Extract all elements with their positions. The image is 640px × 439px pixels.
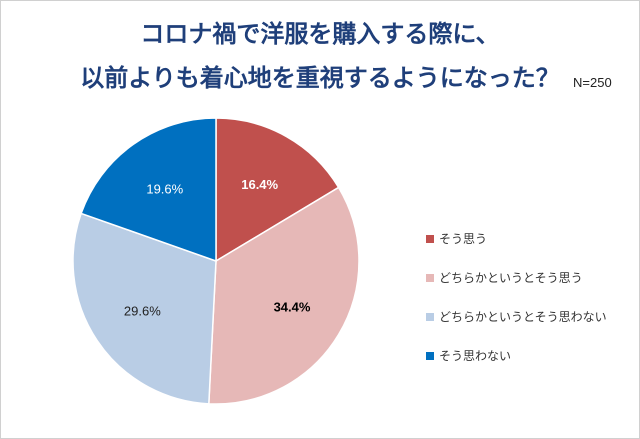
legend-item-2: どちらかというとそう思わない <box>426 308 607 328</box>
pie-data-label-1: 34.4% <box>274 300 311 315</box>
legend-swatch-3 <box>426 351 434 360</box>
legend-swatch-0 <box>426 234 434 243</box>
pie-data-label-3: 19.6% <box>146 182 183 197</box>
legend-label-2: どちらかというとそう思わない <box>439 310 607 324</box>
pie-data-label-2: 29.6% <box>124 303 161 318</box>
pie-slice-1 <box>208 186 360 405</box>
legend: そう思う どちらかというとそう思う どちらかというとそう思わない そう思わない <box>426 230 607 386</box>
legend-item-0: そう思う <box>426 230 607 250</box>
chart-title-line-1: コロナ禍で洋服を購入する際に、 <box>140 20 500 48</box>
legend-swatch-2 <box>426 312 434 321</box>
sample-size-label: N=250 <box>573 75 612 90</box>
legend-item-1: どちらかというとそう思う <box>426 269 607 289</box>
pie-data-label-0: 16.4% <box>241 177 278 192</box>
pie-slice-2 <box>72 212 217 405</box>
legend-label-0: そう思う <box>439 232 488 246</box>
legend-swatch-1 <box>426 273 434 282</box>
legend-item-3: そう思わない <box>426 347 607 367</box>
legend-label-1: どちらかというとそう思う <box>439 271 583 285</box>
chart-title-line-2: 以前よりも着心地を重視するようになった？ <box>80 64 560 92</box>
pie-slice-0 <box>215 117 340 263</box>
pie-slice-3 <box>80 117 217 263</box>
legend-label-3: そう思わない <box>439 349 512 363</box>
